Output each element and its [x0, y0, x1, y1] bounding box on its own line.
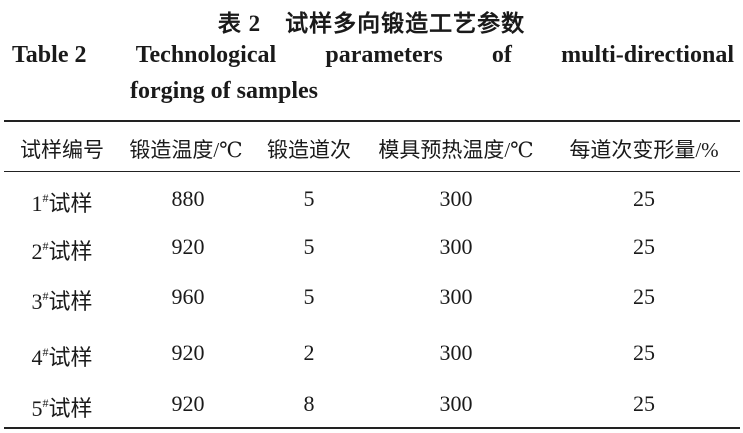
cell-die-temp: 300: [439, 234, 473, 259]
cell-forging-temp: 920: [171, 391, 205, 416]
table-title-en-line2: forging of samples: [130, 78, 318, 104]
cell-sample-id: 2#试样: [31, 234, 92, 266]
cell-sample-id: 3#试样: [31, 284, 92, 316]
sample-suffix: 试样: [48, 345, 93, 370]
title-word: parameters: [325, 42, 443, 68]
cell-passes: 5: [303, 234, 315, 259]
bottom-rule: [4, 427, 740, 429]
title-word: multi-directional: [561, 42, 734, 68]
table-title-cn: 表 2 试样多向锻造工艺参数: [217, 11, 526, 36]
header-die-temp: 模具预热温度/℃: [378, 138, 534, 162]
cell-forging-temp: 880: [171, 186, 205, 211]
cell-strain: 25: [633, 391, 655, 416]
sample-number: 4: [31, 345, 43, 370]
sample-mark: #: [42, 239, 49, 253]
top-rule: [4, 120, 740, 122]
cell-sample-id: 1#试样: [31, 186, 92, 218]
sample-number: 1: [31, 191, 43, 216]
sample-mark: #: [42, 396, 49, 410]
header-sample-id: 试样编号: [20, 138, 104, 162]
header-rule: [4, 171, 740, 172]
cell-strain: 25: [633, 284, 655, 309]
sample-number: 3: [31, 289, 43, 314]
sample-suffix: 试样: [48, 289, 93, 314]
sample-number: 5: [31, 396, 43, 421]
cell-die-temp: 300: [439, 391, 473, 416]
sample-mark: #: [42, 345, 49, 359]
title-word: Table 2: [12, 42, 87, 68]
cell-die-temp: 300: [439, 186, 473, 211]
cell-passes: 5: [303, 284, 315, 309]
title-word: Technological: [135, 42, 277, 68]
sample-suffix: 试样: [48, 239, 93, 264]
sample-number: 2: [31, 239, 43, 264]
cell-die-temp: 300: [439, 340, 473, 365]
sample-suffix: 试样: [48, 191, 93, 216]
title-word: of: [491, 42, 512, 68]
cell-forging-temp: 960: [171, 284, 205, 309]
cell-passes: 5: [303, 186, 315, 211]
cell-strain: 25: [633, 234, 655, 259]
cell-strain: 25: [633, 340, 655, 365]
cell-strain: 25: [633, 186, 655, 211]
cell-sample-id: 4#试样: [31, 340, 92, 372]
header-passes: 锻造道次: [267, 138, 351, 162]
sample-suffix: 试样: [48, 396, 93, 421]
cell-die-temp: 300: [439, 284, 473, 309]
table-title-en: Table 2 Technological parameters of mult…: [12, 42, 734, 69]
cell-forging-temp: 920: [171, 340, 205, 365]
cell-passes: 8: [303, 391, 315, 416]
sample-mark: #: [42, 191, 49, 205]
cell-forging-temp: 920: [171, 234, 205, 259]
cell-passes: 2: [303, 340, 315, 365]
header-strain: 每道次变形量/%: [569, 138, 719, 162]
sample-mark: #: [42, 289, 49, 303]
cell-sample-id: 5#试样: [31, 391, 92, 423]
header-forging-temp: 锻造温度/℃: [129, 138, 243, 162]
